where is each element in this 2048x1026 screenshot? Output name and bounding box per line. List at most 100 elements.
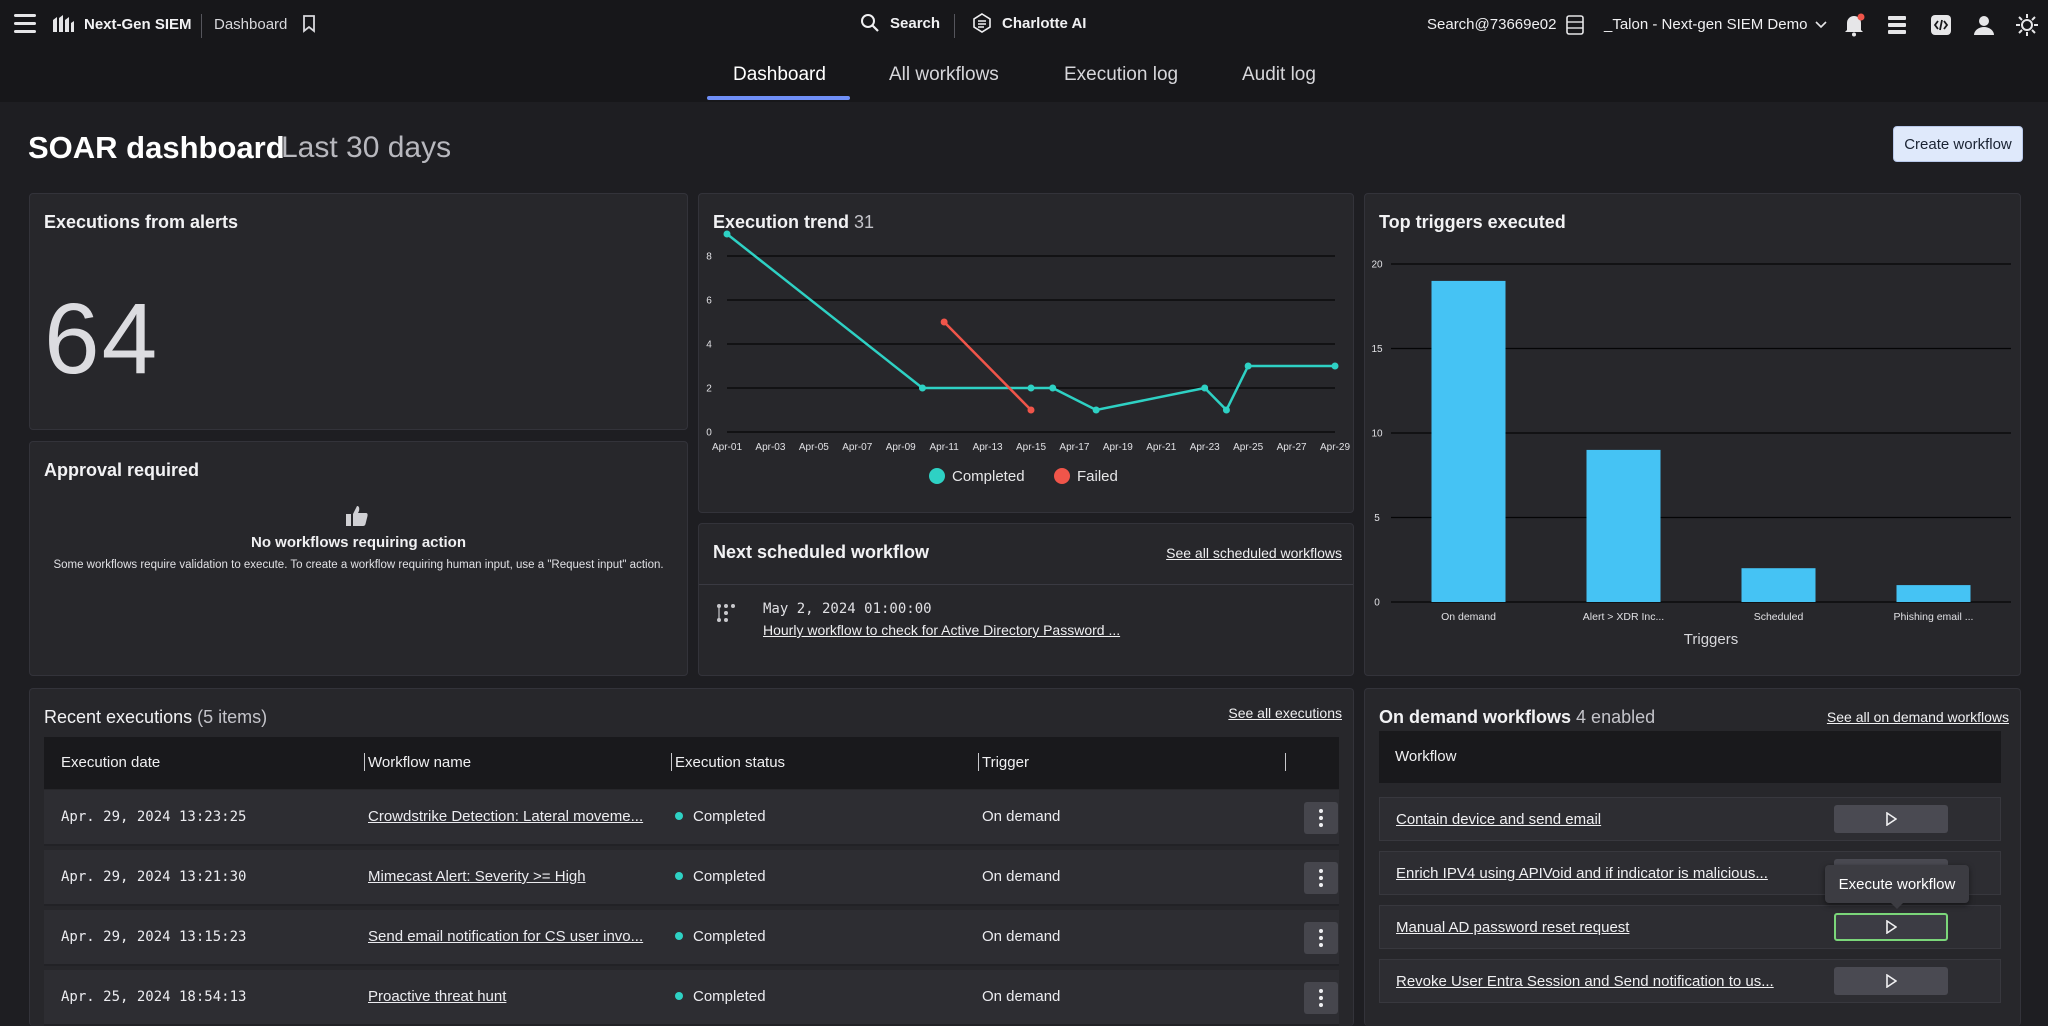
- menu-icon[interactable]: [14, 14, 36, 34]
- on-demand-workflows-panel: On demand workflows 4 enabled See all on…: [1364, 688, 2021, 1026]
- account-name[interactable]: Search@73669e02: [1427, 16, 1557, 33]
- workflow-name-link[interactable]: Mimecast Alert: Severity >= High: [368, 868, 586, 885]
- row-actions-menu-icon[interactable]: [1304, 802, 1338, 834]
- trigger-type: On demand: [982, 868, 1061, 885]
- see-all-scheduled-link[interactable]: See all scheduled workflows: [1166, 545, 1342, 561]
- workflow-name-link[interactable]: Revoke User Entra Session and Send notif…: [1396, 973, 1774, 990]
- breadcrumb[interactable]: Dashboard: [214, 16, 288, 33]
- activity-icon[interactable]: [1884, 12, 1910, 38]
- chevron-down-icon: [1815, 20, 1827, 28]
- thumbs-up-icon: [346, 506, 368, 526]
- legend-label: Failed: [1077, 468, 1118, 485]
- panel-title: Executions from alerts: [44, 212, 239, 232]
- see-all-on-demand-link[interactable]: See all on demand workflows: [1826, 709, 2009, 725]
- execution-date: Apr. 25, 2024 18:54:13: [61, 989, 247, 1005]
- table-row: Apr. 29, 2024 13:23:25 Crowdstrike Detec…: [44, 790, 1339, 846]
- notification-bell-icon[interactable]: [1841, 12, 1867, 38]
- execution-status: Completed: [675, 988, 766, 1005]
- search-label: Search: [890, 14, 941, 32]
- x-tick-label: Apr-13: [973, 442, 1003, 453]
- workflow-name-link[interactable]: Proactive threat hunt: [368, 988, 507, 1005]
- row-actions-menu-icon[interactable]: [1304, 862, 1338, 894]
- status-label: Completed: [693, 868, 766, 885]
- panel-title: Execution trend 31: [713, 212, 874, 233]
- charlotte-ai-icon: [973, 13, 991, 33]
- user-profile-icon[interactable]: [1971, 12, 1997, 38]
- settings-gear-icon[interactable]: [2014, 12, 2040, 38]
- data-point: [1027, 406, 1035, 414]
- x-tick-label: Apr-03: [755, 442, 785, 453]
- column-header-execution-date[interactable]: Execution date: [61, 754, 161, 771]
- workflow-name-link[interactable]: Enrich IPV4 using APIVoid and if indicat…: [1396, 865, 1768, 882]
- trigger-type: On demand: [982, 988, 1061, 1005]
- approval-required-panel: Approval required No workflows requiring…: [29, 441, 688, 676]
- execute-workflow-button[interactable]: [1834, 913, 1948, 941]
- y-tick-label: 20: [1371, 260, 1383, 271]
- row-actions-menu-icon[interactable]: [1304, 982, 1338, 1014]
- search-icon: [861, 14, 879, 32]
- y-tick-label: 2: [706, 384, 712, 395]
- x-tick-label: Apr-05: [799, 442, 829, 453]
- tab-dashboard[interactable]: Dashboard: [733, 64, 826, 85]
- workflow-name-link[interactable]: Contain device and send email: [1396, 811, 1602, 828]
- data-point: [1222, 406, 1230, 414]
- developer-code-icon[interactable]: [1928, 12, 1954, 38]
- trend-title: Execution trend: [713, 212, 850, 232]
- global-search-button[interactable]: Search: [860, 13, 940, 33]
- tab-execution-log[interactable]: Execution log: [1064, 64, 1179, 85]
- recent-title: Recent executions: [44, 707, 193, 727]
- customer-selector[interactable]: _Talon - Next-gen SIEM Demo: [1604, 16, 1827, 33]
- execute-workflow-button[interactable]: [1834, 967, 1948, 995]
- series-line-failed: [943, 321, 1032, 411]
- data-point: [918, 384, 926, 392]
- execution-date: Apr. 29, 2024 13:21:30: [61, 869, 247, 885]
- active-tab-indicator: [707, 96, 850, 100]
- execution-status: Completed: [675, 868, 766, 885]
- scheduled-workflow-link[interactable]: Hourly workflow to check for Active Dire…: [763, 622, 1121, 638]
- trigger-type: On demand: [982, 928, 1061, 945]
- column-resize-handle[interactable]: [671, 753, 672, 771]
- x-tick-label: Apr-19: [1103, 442, 1133, 453]
- column-header-trigger[interactable]: Trigger: [982, 754, 1029, 771]
- play-icon: [1886, 812, 1897, 826]
- panel-title: Next scheduled workflow: [713, 542, 930, 562]
- status-dot-icon: [675, 992, 683, 1001]
- column-resize-handle[interactable]: [364, 753, 365, 771]
- data-point: [1201, 384, 1209, 392]
- database-icon[interactable]: [1565, 14, 1585, 36]
- status-dot-icon: [675, 812, 683, 821]
- falcon-logo-icon[interactable]: [50, 12, 76, 38]
- top-triggers-chart: 0 5 10 15 20 On demand Alert > XDR Inc... Sched…: [1371, 260, 2011, 648]
- data-point: [1092, 406, 1100, 414]
- execute-workflow-button[interactable]: [1834, 805, 1948, 833]
- bookmark-icon[interactable]: [302, 15, 316, 33]
- column-header-workflow-name[interactable]: Workflow name: [368, 754, 472, 771]
- panel-title: Approval required: [44, 460, 200, 480]
- charlotte-ai-button[interactable]: Charlotte AI: [972, 13, 1086, 33]
- execute-workflow-tooltip: Execute workflow: [1825, 865, 1969, 909]
- status-label: Completed: [693, 928, 766, 945]
- table-header: Workflow: [1379, 731, 2001, 783]
- column-resize-handle[interactable]: [978, 753, 979, 771]
- status-dot-icon: [675, 932, 683, 941]
- execution-trend-panel: Execution trend 31 0 2 4 6 8 Apr-01 Apr-03 Apr-…: [698, 193, 1354, 513]
- execution-date: Apr. 29, 2024 13:23:25: [61, 809, 247, 825]
- data-point: [723, 230, 731, 238]
- workflow-name-link[interactable]: Manual AD password reset request: [1396, 919, 1630, 936]
- tab-audit-log[interactable]: Audit log: [1242, 64, 1316, 85]
- see-all-executions-link[interactable]: See all executions: [1228, 705, 1342, 721]
- column-header-execution-status[interactable]: Execution status: [675, 754, 786, 771]
- bar: [1896, 585, 1971, 602]
- trend-count: 31: [854, 212, 875, 232]
- list-item: Manual AD password reset request: [1379, 905, 2001, 949]
- row-actions-menu-icon[interactable]: [1304, 922, 1338, 954]
- status-label: Completed: [693, 808, 766, 825]
- brand-name: Next-Gen SIEM: [84, 16, 192, 33]
- column-resize-handle[interactable]: [1285, 753, 1286, 771]
- column-header-workflow[interactable]: Workflow: [1395, 748, 1457, 765]
- workflow-name-link[interactable]: Send email notification for CS user invo…: [368, 928, 644, 945]
- tab-all-workflows[interactable]: All workflows: [889, 64, 999, 85]
- workflow-name-link[interactable]: Crowdstrike Detection: Lateral moveme...: [368, 808, 644, 825]
- data-point: [940, 318, 948, 326]
- create-workflow-button[interactable]: Create workflow: [1893, 126, 2023, 162]
